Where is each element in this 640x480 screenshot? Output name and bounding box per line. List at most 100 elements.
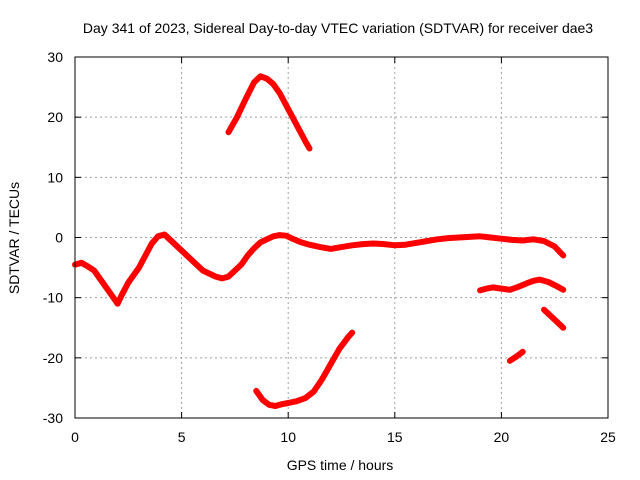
data-point (260, 397, 266, 403)
data-point (488, 235, 494, 240)
data-point (264, 236, 270, 242)
data-point (319, 376, 325, 382)
data-point (226, 274, 231, 280)
data-point (381, 241, 387, 247)
y-tick-label: -20 (43, 350, 63, 366)
data-point (290, 114, 295, 120)
data-point (554, 283, 560, 289)
data-point (285, 400, 291, 406)
x-tick-label: 20 (494, 429, 510, 445)
data-point (232, 268, 238, 274)
data-point (226, 129, 231, 135)
data-point (524, 280, 530, 286)
data-point (91, 268, 97, 274)
data-point (142, 253, 148, 258)
data-point (181, 250, 187, 255)
data-point (277, 90, 283, 96)
data-point (206, 271, 212, 277)
data-point (349, 242, 355, 248)
data-point (339, 244, 344, 250)
data-point (290, 236, 295, 242)
data-point (520, 349, 526, 355)
data-point (537, 277, 543, 283)
data-point (243, 96, 249, 102)
data-point (283, 102, 289, 108)
data-point (125, 280, 131, 286)
data-point (392, 242, 398, 248)
data-point (219, 275, 225, 281)
data-point (187, 256, 193, 262)
x-tick-label: 10 (280, 429, 296, 445)
data-point (245, 253, 251, 258)
data-point (477, 233, 483, 239)
data-point (507, 358, 513, 364)
grid-lines (75, 57, 608, 418)
data-point (200, 268, 206, 274)
data-point (132, 271, 138, 277)
data-point (266, 402, 272, 408)
y-tick-label: 20 (47, 109, 63, 125)
data-point (360, 241, 366, 247)
data-point (194, 262, 199, 268)
data-point (513, 354, 519, 360)
data-point (552, 244, 558, 249)
data-point (251, 245, 257, 251)
x-tick-label: 15 (387, 429, 403, 445)
data-point (149, 241, 155, 246)
data-point (283, 233, 289, 239)
x-tick-label: 5 (178, 429, 186, 445)
series-lower-arc (253, 329, 356, 409)
data-point (541, 307, 547, 313)
data-point (258, 73, 263, 79)
data-point (162, 232, 167, 237)
data-point (302, 395, 308, 401)
data-point (115, 301, 121, 307)
data-point (294, 398, 300, 404)
series-steep-arc (541, 306, 567, 331)
data-point (560, 287, 566, 293)
data-point (336, 346, 342, 352)
data-point (498, 286, 504, 292)
data-point (311, 389, 317, 394)
data-point (296, 126, 302, 132)
data-point (403, 242, 408, 248)
data-point (213, 274, 219, 280)
data-point (307, 242, 312, 248)
data-point (507, 287, 513, 293)
data-point (277, 232, 283, 238)
data-point (371, 241, 376, 246)
data-point (78, 260, 84, 266)
y-tick-label: -10 (43, 290, 63, 306)
data-point (554, 319, 560, 325)
x-tick-label: 0 (71, 429, 79, 445)
data-point (317, 244, 323, 250)
chart-title: Day 341 of 2023, Sidereal Day-to-day VTE… (83, 20, 593, 36)
data-point (560, 253, 566, 258)
data-point (530, 236, 536, 242)
data-point (509, 237, 515, 243)
data-point (349, 330, 355, 336)
data-point (560, 325, 566, 331)
data-point (238, 262, 244, 268)
data-point (307, 146, 312, 151)
data-point (270, 233, 276, 239)
data-point (298, 239, 304, 245)
data-point (477, 287, 483, 293)
data-point (302, 138, 308, 144)
data-point (98, 277, 104, 283)
data-point (545, 279, 551, 285)
y-axis-label: SDTVAR / TECUs (6, 182, 22, 294)
data-point (270, 81, 276, 87)
data-point (547, 313, 553, 319)
data-point (264, 76, 270, 82)
data-point (104, 286, 110, 292)
data-point (520, 238, 526, 243)
data-point (110, 295, 116, 301)
data-point (466, 234, 472, 240)
data-point (253, 388, 259, 394)
data-point (434, 236, 440, 242)
data-point (413, 240, 419, 246)
data-point (516, 284, 521, 290)
data-point (490, 284, 496, 290)
data-point (456, 235, 462, 240)
